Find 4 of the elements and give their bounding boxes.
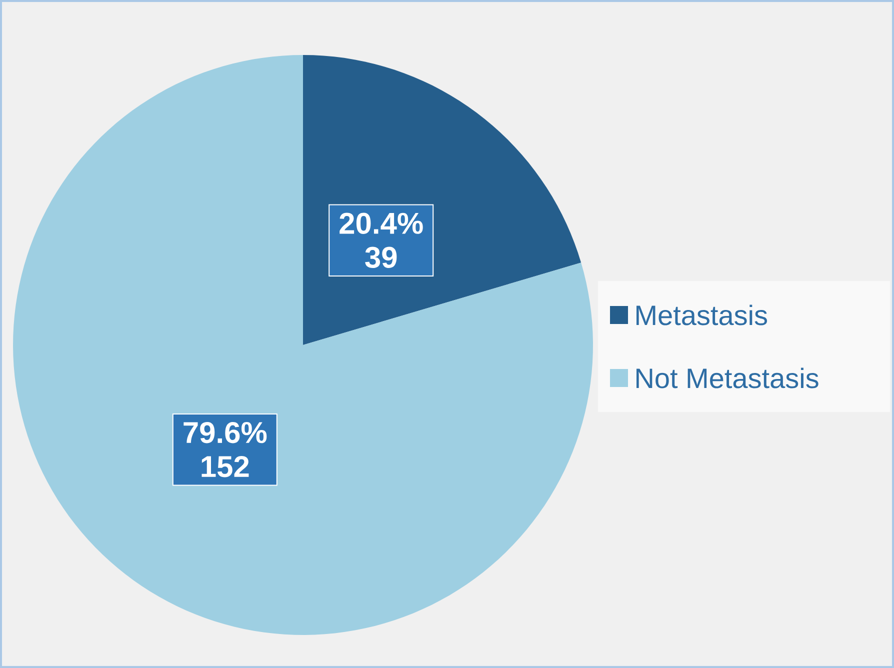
legend-label: Metastasis — [636, 304, 767, 326]
data-label: 20.4% 39 — [340, 212, 423, 268]
data-label: 79.6% 152 — [184, 422, 267, 478]
legend-label: Not Metastasis — [636, 368, 818, 388]
